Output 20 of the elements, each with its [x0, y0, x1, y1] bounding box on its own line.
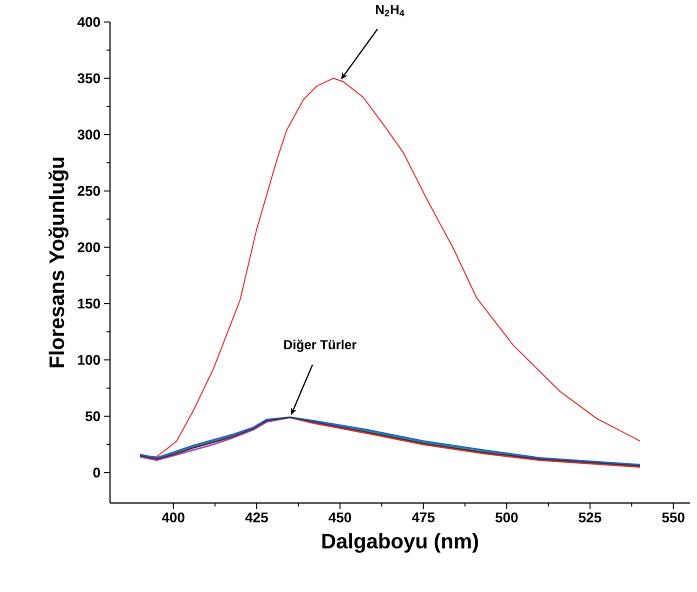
x-tick-label: 500 [495, 512, 518, 522]
y-tick-label: 400 [77, 17, 100, 27]
y-tick-label: 200 [78, 242, 100, 252]
y-tick-label: 350 [78, 73, 100, 84]
y-tick-label: 250 [78, 186, 100, 196]
x-tick-label: 525 [578, 512, 602, 522]
x-tick-label: 550 [662, 512, 684, 522]
y-tick-label: 300 [78, 130, 100, 140]
y-tick-label: 50 [85, 411, 100, 422]
y-tick-label: 150 [78, 298, 100, 309]
x-tick-label: 425 [245, 512, 268, 522]
x-tick-label: 400 [162, 512, 184, 522]
y-tick-label: 0 [93, 468, 100, 478]
x-axis-title: Dalgaboyu (nm) [322, 533, 478, 553]
y-axis-title: Floresans Yoğunluğu [48, 158, 68, 368]
y-tick-label: 100 [78, 354, 100, 365]
annotation: Diğer Türler [284, 340, 357, 352]
x-tick-label: 450 [328, 512, 352, 522]
annotation: N$_{2}$H$_{4}$ [376, 5, 404, 16]
x-tick-label: 475 [412, 512, 435, 522]
